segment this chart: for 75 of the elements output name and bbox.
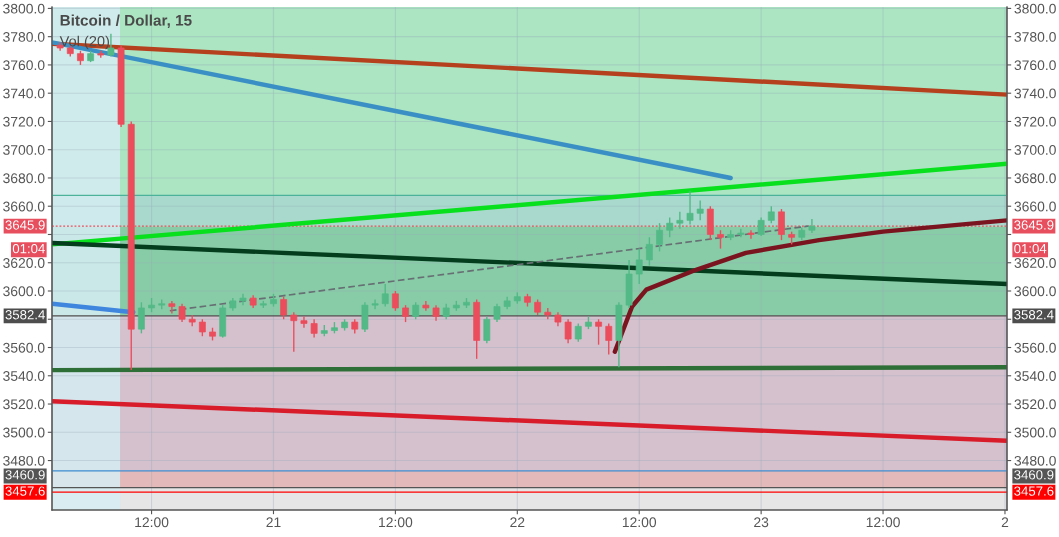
y2-tick-label: 3720.0: [1014, 116, 1056, 127]
x-tick-label: 23: [754, 517, 769, 528]
chart-title: Bitcoin / Dollar, 15: [60, 14, 192, 28]
candlestick: [717, 229, 724, 250]
y-tick-label: 3620.0: [3, 258, 45, 268]
y2-tick-label: 3680.0: [1014, 173, 1056, 184]
y-tick-label: 3600.0: [3, 286, 45, 297]
candlestick: [392, 290, 399, 312]
candlestick: [666, 216, 674, 239]
candlestick: [483, 315, 491, 344]
ref-line-label: 3645.9: [1014, 220, 1054, 230]
candlestick: [747, 229, 755, 240]
candlestick: [656, 222, 663, 253]
y2-tick-label: 3560.0: [1014, 342, 1056, 353]
candlestick: [676, 211, 684, 230]
candlestick: [493, 303, 501, 323]
text: 3645.9: [5, 220, 45, 230]
y-tick-label: 3800.0: [3, 3, 45, 14]
candlestick: [290, 311, 298, 353]
y2-tick-label: 3760.0: [1014, 60, 1056, 71]
text: 01:04: [1014, 243, 1047, 254]
y-tick-label: 3540.0: [3, 371, 45, 381]
candlestick: [381, 283, 389, 308]
y2-tick-label: 3660.0: [1014, 201, 1056, 212]
candlestick: [635, 247, 643, 285]
candlestick: [300, 315, 308, 329]
y2-tick-label: 3620.0: [1014, 258, 1056, 268]
y-tick-label: 3560.0: [3, 342, 45, 353]
y2-tick-label: 3700.0: [1014, 145, 1056, 155]
candlestick: [280, 295, 288, 320]
y-tick-label: 3740.0: [3, 88, 45, 99]
y2-tick-label: 3600.0: [1014, 286, 1056, 297]
text: 3457.6: [5, 486, 45, 496]
y-tick-label: 3700.0: [3, 145, 45, 155]
y-tick-label: 3780.0: [3, 32, 45, 42]
candlestick: [696, 199, 704, 222]
x-tick-label: 2: [1001, 517, 1009, 528]
x-tick-label: 12:00: [622, 517, 657, 528]
text: 01:04: [12, 243, 45, 254]
y-tick-label: 3720.0: [3, 116, 45, 127]
candlestick: [371, 298, 379, 311]
x-tick-label: 12:00: [379, 517, 413, 528]
x-tick-label: 12:00: [135, 517, 169, 528]
x-tick-label: 12:00: [866, 517, 900, 528]
ref-line-label: 3457.6: [1014, 486, 1054, 496]
candlestick: [178, 303, 186, 323]
y2-tick-label: 3780.0: [1014, 32, 1056, 42]
candlestick: [574, 322, 582, 343]
x-tick-label: 22: [510, 517, 525, 528]
y2-tick-label: 3740.0: [1014, 88, 1056, 99]
y-tick-label: 3520.0: [3, 399, 45, 410]
candlestick: [564, 318, 572, 344]
candlestick: [138, 301, 145, 335]
y2-tick-label: 3500.0: [1014, 427, 1056, 438]
y-tick-label: 3660.0: [3, 201, 45, 212]
y2-tick-label: 3480.0: [1014, 455, 1056, 466]
text: 3460.9: [5, 470, 45, 480]
candlestick: [595, 318, 602, 346]
candlestick: [605, 322, 613, 356]
candlestick: [686, 189, 694, 226]
y-tick-label: 3680.0: [3, 173, 45, 184]
y-tick-label: 3500.0: [3, 427, 45, 438]
y-tick-label: 3480.0: [3, 455, 45, 466]
candlestick: [310, 318, 318, 339]
y2-tick-label: 3520.0: [1014, 399, 1056, 410]
text: 3582.4: [1014, 310, 1054, 320]
candlestick: [757, 216, 765, 237]
y2-tick-label: 3800.0: [1014, 3, 1056, 14]
candlestick: [168, 300, 176, 315]
ref-line-label: 3460.9: [1014, 470, 1054, 480]
y-tick-label: 3760.0: [3, 60, 45, 71]
x-tick-label: 21: [266, 517, 281, 528]
ref-line-label: 3582.4: [5, 310, 45, 320]
y2-tick-label: 3540.0: [1014, 371, 1056, 381]
candlestick: [645, 236, 653, 267]
